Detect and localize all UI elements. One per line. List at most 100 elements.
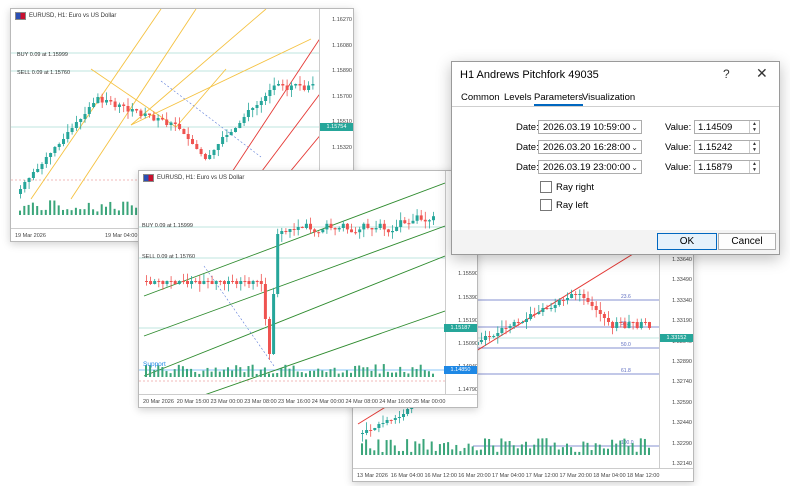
candle-body bbox=[229, 132, 233, 135]
candle-body bbox=[321, 229, 325, 233]
candle-body bbox=[216, 144, 220, 150]
time-tick-label: 18 Mar 12:00 bbox=[627, 473, 660, 479]
time-tick-label: 20 Mar 15:00 bbox=[176, 399, 210, 405]
ray-left-checkbox[interactable]: Ray left bbox=[540, 199, 588, 211]
tab-visualization[interactable]: Visualization bbox=[582, 92, 636, 103]
candle-body bbox=[234, 128, 237, 132]
candle-body bbox=[281, 84, 285, 86]
candle-body bbox=[221, 137, 225, 144]
candle-body bbox=[194, 281, 198, 282]
current-price-tag: 1.33152 bbox=[660, 334, 693, 342]
volume-bar bbox=[395, 372, 398, 377]
checkbox-box[interactable] bbox=[540, 181, 552, 193]
volume-bar bbox=[598, 444, 601, 455]
volume-bar bbox=[309, 370, 311, 377]
chart-window-eurusd-2[interactable]: EURUSD, H1: Euro vs US Dollar BUY 0.09 a… bbox=[138, 170, 478, 408]
price-tick-label: 1.15700 bbox=[332, 93, 352, 100]
candle-body bbox=[382, 223, 386, 230]
candle-body bbox=[370, 228, 374, 230]
volume-bar bbox=[74, 207, 77, 215]
chart-plot-area[interactable] bbox=[139, 171, 445, 395]
date-value: 2026.03.19 10:59:00 bbox=[543, 122, 631, 133]
volume-bar bbox=[374, 364, 377, 377]
candle-body bbox=[545, 308, 549, 309]
support-label[interactable]: Support bbox=[143, 361, 166, 368]
volume-bar bbox=[586, 442, 589, 455]
candle-body bbox=[231, 281, 235, 282]
value-spinner-3[interactable]: 1.15879 ▲ ▼ bbox=[694, 160, 760, 174]
candle-body bbox=[31, 172, 35, 178]
spin-arrows-icon[interactable]: ▲ ▼ bbox=[749, 141, 759, 153]
time-tick-label: 23 Mar 16:00 bbox=[278, 399, 311, 405]
volume-bar bbox=[537, 438, 540, 455]
volume-bar bbox=[70, 210, 73, 215]
help-icon[interactable]: ? bbox=[723, 67, 730, 81]
candle-body bbox=[117, 104, 121, 107]
candle-body bbox=[161, 281, 165, 284]
volume-bar bbox=[329, 369, 332, 377]
date-dropdown-2[interactable]: 2026.03.20 16:28:00 ⌄ bbox=[538, 140, 642, 154]
candle-body bbox=[62, 139, 65, 144]
candle-body bbox=[199, 149, 203, 154]
volume-bar bbox=[358, 365, 361, 377]
date-dropdown-1[interactable]: 2026.03.19 10:59:00 ⌄ bbox=[538, 120, 642, 134]
candle-body bbox=[277, 84, 280, 86]
volume-bar bbox=[541, 438, 544, 455]
close-icon[interactable]: ✕ bbox=[756, 65, 768, 81]
candle-body bbox=[525, 319, 528, 322]
spin-arrows-icon[interactable]: ▲ ▼ bbox=[749, 161, 759, 173]
candle-body bbox=[627, 322, 631, 328]
candle-body bbox=[23, 182, 27, 189]
candle-body bbox=[276, 234, 280, 294]
candle-body bbox=[113, 101, 117, 107]
checkbox-box[interactable] bbox=[540, 199, 552, 211]
candle-body bbox=[607, 318, 610, 322]
candle-body bbox=[139, 110, 143, 116]
price-tick-label: 1.14790 bbox=[458, 387, 478, 393]
candle-body bbox=[415, 215, 419, 221]
ok-button[interactable]: OK bbox=[657, 233, 717, 250]
tab-levels[interactable]: Levels bbox=[504, 92, 532, 103]
candle-body bbox=[537, 312, 541, 314]
candle-body bbox=[391, 231, 394, 233]
volume-bar bbox=[31, 202, 34, 215]
buy-order-label[interactable]: BUY 0.09 at 1.15999 bbox=[142, 223, 193, 229]
tab-common[interactable]: Common bbox=[461, 92, 500, 103]
volume-bar bbox=[627, 446, 630, 455]
chart-title: EURUSD, H1: Euro vs US Dollar bbox=[143, 174, 244, 182]
volume-bar bbox=[382, 364, 385, 377]
ray-left-label: Ray left bbox=[556, 199, 589, 211]
volume-bar bbox=[471, 446, 474, 455]
ray-right-checkbox[interactable]: Ray right bbox=[540, 181, 594, 193]
sell-order-label[interactable]: SELL 0.09 at 1.15760 bbox=[17, 70, 71, 76]
cancel-button[interactable]: Cancel bbox=[718, 233, 776, 250]
volume-bar bbox=[393, 445, 396, 455]
volume-bar bbox=[66, 209, 69, 215]
pitchfork-line bbox=[175, 68, 227, 128]
volume-bar bbox=[206, 367, 209, 377]
value-spinner-1[interactable]: 1.14509 ▲ ▼ bbox=[694, 120, 760, 134]
buy-order-label[interactable]: BUY 0.09 at 1.15999 bbox=[17, 52, 68, 58]
tab-parameters[interactable]: Parameters bbox=[534, 92, 584, 106]
candle-body bbox=[397, 417, 401, 418]
spin-arrows-icon[interactable]: ▲ ▼ bbox=[749, 121, 759, 133]
pitchfork-line bbox=[143, 255, 445, 377]
time-tick-label: 23 Mar 00:00 bbox=[210, 399, 243, 405]
candle-body bbox=[206, 281, 210, 282]
sell-order-label[interactable]: SELL 0.09 at 1.15760 bbox=[142, 254, 196, 260]
volume-bar bbox=[53, 200, 56, 215]
candle-body bbox=[337, 228, 341, 230]
pitchfork-line bbox=[130, 9, 267, 126]
candle-body bbox=[619, 322, 623, 323]
candle-body bbox=[238, 123, 242, 128]
volume-bar bbox=[218, 371, 221, 377]
candle-body bbox=[365, 430, 369, 433]
price-tick-label: 1.32590 bbox=[672, 399, 692, 406]
candle-body bbox=[83, 114, 87, 119]
price-tick-label: 1.33490 bbox=[672, 277, 692, 284]
time-tick-label: 19 Mar 2026 bbox=[15, 233, 46, 239]
value-spinner-2[interactable]: 1.15242 ▲ ▼ bbox=[694, 140, 760, 154]
ray-right-label: Ray right bbox=[556, 181, 595, 193]
date-dropdown-3[interactable]: 2026.03.19 23:00:00 ⌄ bbox=[538, 160, 642, 174]
